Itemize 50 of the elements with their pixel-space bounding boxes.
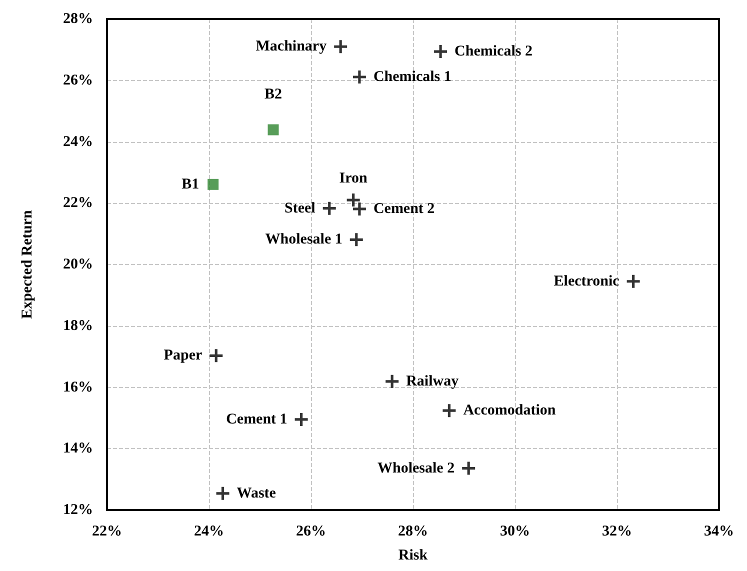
point — [626, 274, 640, 288]
annotation: Railway — [406, 373, 460, 390]
y-tick-label: 26% — [63, 72, 93, 88]
x-tick-label: 34% — [704, 524, 734, 540]
point — [294, 412, 308, 426]
point — [334, 40, 348, 54]
x-tick-label: 26% — [296, 524, 326, 540]
annotation: Machinary — [256, 38, 328, 55]
point — [216, 486, 230, 500]
point — [434, 45, 448, 58]
annotation: B1 — [182, 176, 200, 192]
point — [346, 194, 360, 207]
annotation: Iron — [339, 170, 368, 187]
point — [386, 374, 399, 388]
x-tick-label: 32% — [602, 524, 632, 540]
point — [350, 233, 363, 246]
point — [268, 124, 279, 136]
y-tick-label: 28% — [63, 11, 93, 27]
point — [352, 202, 366, 216]
point — [210, 349, 223, 362]
annotation: Wholesale 2 — [377, 460, 455, 476]
y-tick-label: 22% — [63, 195, 93, 212]
y-tick-label: 16% — [63, 379, 93, 396]
x-tick-label: 22% — [92, 524, 122, 540]
x-tick-label: 28% — [398, 524, 428, 540]
x-tick-label: 24% — [194, 524, 224, 540]
annotation: Paper — [164, 348, 202, 364]
annotation: Chemicals 1 — [373, 69, 452, 85]
annotation: Chemicals 2 — [454, 44, 532, 60]
annotation: Wholesale 1 — [265, 232, 342, 248]
point — [208, 178, 219, 190]
annotation: Cement 2 — [373, 200, 435, 217]
annotation: B2 — [264, 86, 282, 102]
x-axis-title: Risk — [398, 548, 428, 564]
y-tick-label: 12% — [63, 502, 93, 518]
annotation: Accomodation — [463, 402, 556, 419]
y-tick-label: 24% — [63, 134, 93, 150]
point — [462, 462, 476, 475]
point — [322, 202, 336, 215]
annotation: Steel — [284, 200, 316, 216]
y-tick-label: 20% — [63, 256, 93, 272]
y-axis-title: Expected Return — [20, 209, 36, 319]
annotation: Electronic — [554, 273, 620, 290]
y-tick-label: 14% — [63, 440, 93, 457]
annotation: Waste — [236, 485, 276, 502]
point — [352, 70, 366, 84]
annotation: Cement 1 — [226, 411, 288, 428]
point — [442, 404, 456, 418]
x-tick-label: 30% — [500, 524, 530, 540]
y-tick-label: 18% — [63, 318, 93, 334]
